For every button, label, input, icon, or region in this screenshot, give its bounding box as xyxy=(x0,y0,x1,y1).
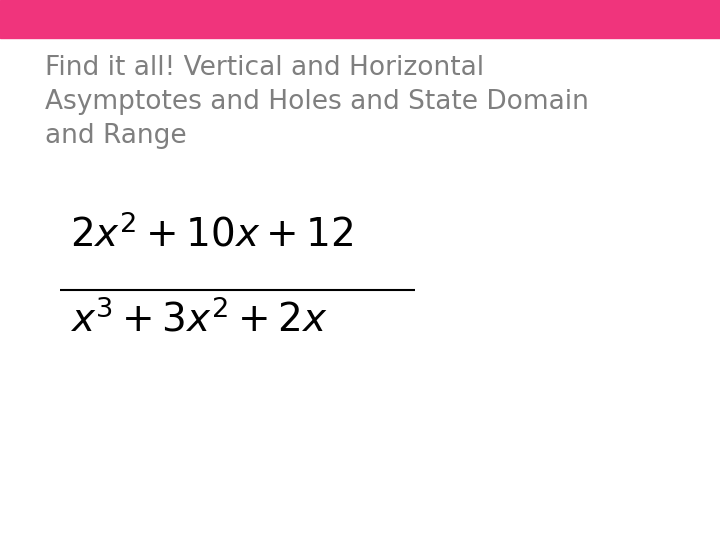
Text: Find it all! Vertical and Horizontal
Asymptotes and Holes and State Domain
and R: Find it all! Vertical and Horizontal Asy… xyxy=(45,55,589,149)
Bar xyxy=(0,0,720,38)
Text: $2x^{2}+10x+12$: $2x^{2}+10x+12$ xyxy=(70,215,354,255)
Text: $x^{3}+3x^{2}+2x$: $x^{3}+3x^{2}+2x$ xyxy=(70,300,328,340)
